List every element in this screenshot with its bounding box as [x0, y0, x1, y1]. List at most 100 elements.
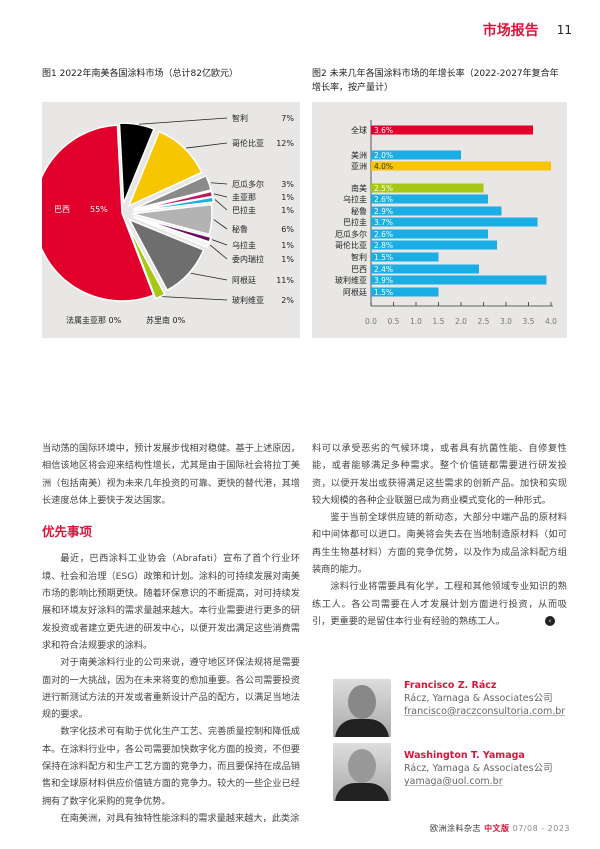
pie-slice: [127, 218, 205, 292]
bar: [371, 150, 461, 160]
leader-line: [190, 272, 228, 281]
author-company: Rácz, Yamaga & Associates公司: [404, 693, 553, 704]
category-label: 全球: [351, 125, 367, 135]
x-tick-label: 2.0: [455, 317, 467, 326]
slice-label: 哥伦比亚: [232, 138, 264, 148]
bar-value-label: 1.5%: [374, 253, 393, 262]
leader-line: [209, 244, 228, 260]
fig1-title: 图1 2022年南美各国涂料市场（总计82亿欧元）: [42, 69, 238, 79]
slice-value: 2%: [281, 296, 294, 305]
slice-value: 7%: [281, 114, 294, 123]
footer: 欧洲涂料杂志 中文版 07/08 - 2023: [430, 823, 570, 834]
category-label: 乌拉圭: [343, 194, 367, 204]
bar-value-label: 2.8%: [374, 241, 393, 250]
bar: [371, 252, 439, 262]
pie-slice: [118, 122, 155, 204]
author-name: Washington T. Yamaga: [404, 750, 525, 761]
leader-line: [214, 199, 228, 211]
slice-value: 11%: [276, 276, 294, 285]
pie-slice: [133, 174, 212, 210]
bar: [371, 125, 533, 135]
slice-value: 3%: [281, 180, 294, 189]
slice-label: 智利: [232, 113, 248, 123]
bar: [371, 194, 488, 204]
bar-value-label: 2.6%: [374, 195, 393, 204]
slice-value: 1%: [281, 241, 294, 250]
author-photo: [333, 743, 391, 801]
slice-value: 1%: [281, 206, 294, 215]
bar: [371, 217, 538, 227]
slice-label: 法属圭亚那 0%: [66, 315, 122, 325]
author-card: Francisco Z. Rácz Rácz, Yamaga & Associa…: [333, 679, 565, 737]
x-tick-label: 0.5: [388, 317, 400, 326]
category-label: 亚洲: [351, 162, 367, 171]
page-header: 市场报告 11: [483, 20, 572, 40]
category-label: 巴拉圭: [343, 217, 367, 227]
x-tick-label: 1.5: [433, 317, 445, 326]
slice-value: 55%: [90, 205, 108, 214]
slice-value: 12%: [276, 139, 294, 148]
fig2-title: 图2 未来几年各国涂料市场的年增长率（2022-2027年复合年增长率，按产量计…: [312, 69, 559, 93]
slice-value: 1%: [281, 255, 294, 264]
bar-value-label: 3.6%: [374, 126, 393, 135]
magazine-name: 欧洲涂料杂志: [430, 824, 482, 833]
category-label: 厄瓜多尔: [335, 229, 367, 239]
left-column: 当动荡的国际环境中，预计发展步伐相对稳健。基于上述原因，相信该地区将会迎来结构性…: [42, 440, 300, 827]
paragraph: 鉴于当前全球供应链的新动态，大部分中端产品的原材料和中间体都可以进口。南美将会失…: [312, 512, 567, 576]
author-company: Rácz, Yamaga & Associates公司: [404, 763, 553, 774]
paragraph: 在南美洲，对具有独特性能涂料的需求量越来越大，此类涂: [60, 812, 300, 824]
end-mark-icon: ‹: [544, 616, 555, 627]
bar-value-label: 4.0%: [374, 162, 393, 171]
author-email-link[interactable]: francisco@raczconsultoria.com.br: [404, 706, 566, 717]
edition: 中文版: [484, 824, 510, 833]
paragraph: 最近，巴西涂料工业协会（Abrafati）宣布了首个行业环境、社会和治理（ESG…: [42, 553, 300, 651]
bar: [371, 161, 551, 171]
paragraph: 涂料行业将需要具有化学，工程和其他领域专业知识的熟练工人。各公司需要在人才发展计…: [312, 578, 567, 630]
slice-label: 巴拉圭: [232, 205, 256, 215]
bar: [371, 240, 497, 250]
x-tick-label: 1.0: [410, 317, 422, 326]
bar-chart: 3.6% 全球 2.0% 美洲 4.0% 亚洲 2.5% 南美 2.6% 乌拉圭 2.9% 秘鲁 3.7…: [312, 102, 567, 338]
bar-value-label: 3.9%: [374, 276, 393, 285]
paragraph: 数字化技术可有助于优化生产工艺、完善质量控制和降低成本。在涂料行业中，各公司需要…: [42, 726, 300, 807]
paragraph: 对于南美涂料行业的公司来说，遵守地区环保法规将是需要面对的一大挑战，因为在未来将…: [42, 657, 300, 721]
slice-label: 圭亚那: [232, 192, 256, 202]
leader-line: [210, 182, 228, 185]
bar-value-label: 2.6%: [374, 230, 393, 239]
right-column: 料可以承受恶劣的气候环境，或者具有抗菌性能、自修复性能，或者能够满足多种需求。整…: [312, 440, 567, 630]
slice-label: 玻利维亚: [232, 295, 264, 305]
x-tick-label: 4.0: [545, 317, 557, 326]
x-tick-label: 3.5: [523, 317, 535, 326]
bar-value-label: 2.5%: [374, 184, 393, 193]
leader-line: [138, 117, 228, 125]
leader-line: [186, 142, 228, 149]
category-label: 阿根廷: [343, 287, 367, 297]
bar-value-label: 2.4%: [374, 265, 393, 274]
author-name: Francisco Z. Rácz: [404, 680, 497, 691]
paragraph-text: 涂料行业将需要具有化学，工程和其他领域专业知识的熟练工人。各公司需要在人才发展计…: [312, 581, 567, 627]
pie-slice: [133, 215, 212, 243]
section-title: 市场报告: [482, 23, 539, 39]
leader-line: [211, 239, 228, 246]
bar-value-label: 2.0%: [374, 151, 393, 160]
category-label: 巴西: [351, 265, 367, 274]
leader-line: [213, 193, 228, 198]
bar-value-label: 1.5%: [374, 288, 393, 297]
leader-line: [162, 296, 228, 301]
category-label: 美洲: [351, 150, 367, 160]
paragraph: 料可以承受恶劣的气候环境，或者具有抗菌性能、自修复性能，或者能够满足多种需求。整…: [312, 443, 567, 506]
slice-value: 1%: [281, 193, 294, 202]
leader-line: [213, 219, 228, 230]
slice-label: 乌拉圭: [232, 240, 256, 250]
bar: [371, 264, 479, 274]
category-label: 秘鲁: [351, 206, 367, 216]
x-tick-label: 2.5: [478, 317, 490, 326]
slice-value: 6%: [281, 225, 294, 234]
bar-value-label: 2.9%: [374, 207, 393, 216]
bar-value-label: 3.7%: [374, 218, 393, 227]
pie-slice: [132, 216, 211, 249]
bar: [371, 287, 439, 297]
author-email-link[interactable]: yamaga@uol.com.br: [404, 776, 503, 787]
slice-label: 秘鲁: [232, 224, 248, 234]
slice-label: 厄瓜多尔: [232, 179, 264, 189]
